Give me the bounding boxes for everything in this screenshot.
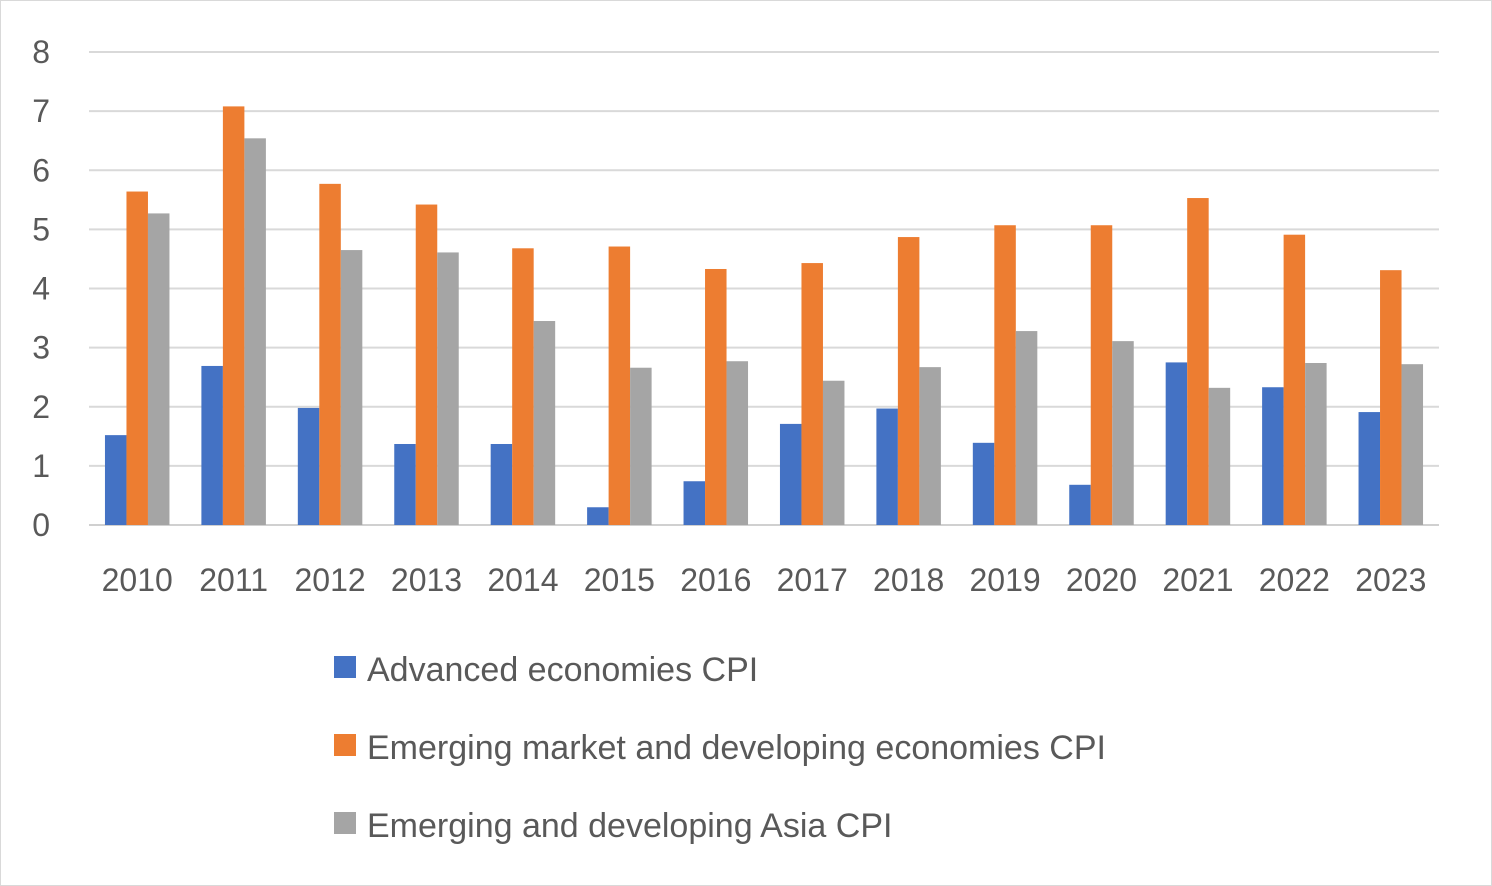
bar-emerging-and-developing-asia-cpi-2015 <box>630 367 652 525</box>
legend-swatch-advanced-economies-cpi <box>334 656 356 678</box>
x-tick-label: 2013 <box>391 562 462 598</box>
y-tick-label: 0 <box>32 507 50 543</box>
bar-emerging-and-developing-asia-cpi-2016 <box>726 361 749 525</box>
bar-advanced-economies-cpi-2013 <box>394 443 416 525</box>
bar-advanced-economies-cpi-2017 <box>779 423 802 525</box>
bar-emerging-market-and-developing-economies-cpi-2013 <box>415 204 438 526</box>
x-tick-label: 2020 <box>1066 562 1137 598</box>
x-tick-label: 2015 <box>584 562 655 598</box>
bar-emerging-market-and-developing-economies-cpi-2015 <box>608 246 631 526</box>
y-tick-label: 4 <box>32 271 50 307</box>
y-tick-label: 6 <box>32 152 50 188</box>
x-tick-label: 2022 <box>1259 562 1330 598</box>
gridlines <box>89 51 1439 526</box>
legend-label-emerging-market-and-developing-economies-cpi: Emerging market and developing economies… <box>367 729 1106 767</box>
y-tick-label: 3 <box>32 330 50 366</box>
axes: 0 1 2 3 4 5 6 7 8 2010 2011 2012 2013 2014 2015 2016 201… <box>32 34 1426 598</box>
bar-emerging-and-developing-asia-cpi-2022 <box>1305 362 1327 525</box>
bar-emerging-market-and-developing-economies-cpi-2017 <box>801 263 823 525</box>
x-tick-label: 2021 <box>1162 562 1233 598</box>
bar-emerging-and-developing-asia-cpi-2013 <box>437 252 459 525</box>
bar-emerging-market-and-developing-economies-cpi-2023 <box>1380 270 1402 525</box>
x-tick-label: 2011 <box>199 562 268 598</box>
bar-advanced-economies-cpi-2015 <box>587 507 609 525</box>
bar-advanced-economies-cpi-2019 <box>972 442 995 525</box>
x-tick-label: 2010 <box>102 562 173 598</box>
x-tick-label: 2017 <box>777 562 848 598</box>
bar-advanced-economies-cpi-2020 <box>1069 484 1091 525</box>
y-tick-label: 5 <box>32 211 50 247</box>
x-tick-label: 2018 <box>873 562 944 598</box>
bar-advanced-economies-cpi-2010 <box>104 435 127 525</box>
x-tick-label: 2014 <box>487 562 558 598</box>
bar-emerging-and-developing-asia-cpi-2019 <box>1015 331 1038 525</box>
bar-advanced-economies-cpi-2021 <box>1165 362 1188 525</box>
y-tick-label: 7 <box>32 93 50 129</box>
bar-emerging-market-and-developing-economies-cpi-2016 <box>705 268 727 525</box>
bar-emerging-and-developing-asia-cpi-2014 <box>533 321 556 525</box>
bar-emerging-and-developing-asia-cpi-2021 <box>1208 387 1231 525</box>
bar-emerging-market-and-developing-economies-cpi-2012 <box>319 183 341 525</box>
bar-advanced-economies-cpi-2011 <box>201 365 223 525</box>
bar-emerging-market-and-developing-economies-cpi-2020 <box>1090 225 1113 525</box>
legend-label-emerging-and-developing-asia-cpi: Emerging and developing Asia CPI <box>367 807 892 845</box>
bar-emerging-market-and-developing-economies-cpi-2021 <box>1187 198 1209 525</box>
x-tick-label: 2023 <box>1355 562 1426 598</box>
y-tick-label: 8 <box>32 34 50 70</box>
bar-emerging-and-developing-asia-cpi-2018 <box>919 367 941 525</box>
bar-advanced-economies-cpi-2018 <box>876 408 898 525</box>
y-tick-label: 2 <box>32 389 50 425</box>
bar-emerging-market-and-developing-economies-cpi-2014 <box>512 248 534 526</box>
legend: Advanced economies CPI Emerging market an… <box>334 651 1106 845</box>
y-tick-label: 1 <box>32 448 50 484</box>
bar-advanced-economies-cpi-2014 <box>490 443 513 525</box>
bar-emerging-market-and-developing-economies-cpi-2018 <box>897 237 920 525</box>
bar-advanced-economies-cpi-2016 <box>683 481 706 525</box>
bars <box>104 106 1424 526</box>
bar-emerging-and-developing-asia-cpi-2023 <box>1401 364 1424 525</box>
bar-advanced-economies-cpi-2012 <box>297 407 320 525</box>
bar-emerging-and-developing-asia-cpi-2010 <box>147 213 170 525</box>
x-tick-label: 2012 <box>294 562 365 598</box>
bar-advanced-economies-cpi-2023 <box>1358 412 1381 525</box>
bar-emerging-market-and-developing-economies-cpi-2022 <box>1283 234 1306 526</box>
legend-swatch-emerging-market-and-developing-economies-cpi <box>334 734 356 756</box>
bar-emerging-market-and-developing-economies-cpi-2011 <box>222 106 245 526</box>
bar-emerging-and-developing-asia-cpi-2017 <box>822 380 845 525</box>
bar-emerging-and-developing-asia-cpi-2011 <box>244 138 266 525</box>
bar-emerging-and-developing-asia-cpi-2020 <box>1112 341 1134 525</box>
legend-label-advanced-economies-cpi: Advanced economies CPI <box>367 651 758 689</box>
bar-emerging-market-and-developing-economies-cpi-2010 <box>126 191 148 525</box>
bar-emerging-and-developing-asia-cpi-2012 <box>340 250 363 525</box>
bar-advanced-economies-cpi-2022 <box>1262 387 1284 525</box>
x-tick-label: 2016 <box>680 562 751 598</box>
x-tick-label: 2019 <box>969 562 1040 598</box>
bar-emerging-market-and-developing-economies-cpi-2019 <box>994 225 1016 525</box>
legend-swatch-emerging-and-developing-asia-cpi <box>334 812 356 834</box>
